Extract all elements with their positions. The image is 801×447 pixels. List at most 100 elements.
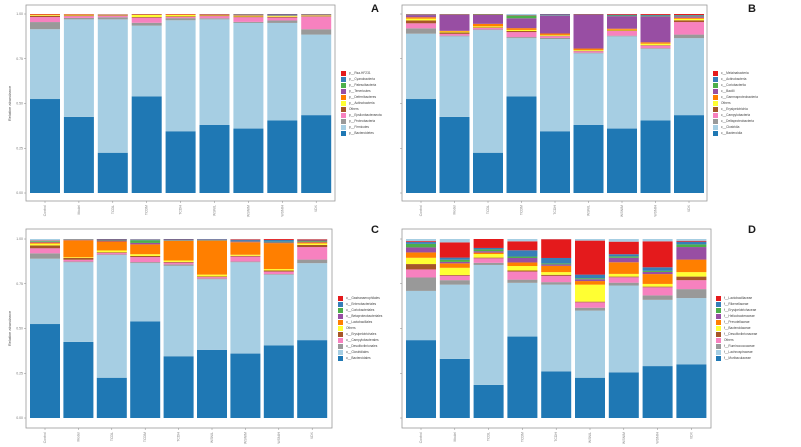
legend-swatch xyxy=(341,106,346,112)
bar-segment xyxy=(575,274,605,279)
x-tick-label: TCDH xyxy=(179,205,183,215)
bar-segment xyxy=(130,242,161,245)
bar-segment xyxy=(439,32,470,34)
legend-item: f__Helicobacteraceae xyxy=(716,313,757,319)
legend-label: o__Clostridiales xyxy=(346,350,369,354)
x-tick-label: WSNIH xyxy=(280,205,284,217)
bar-segment xyxy=(676,298,707,365)
bar-segment xyxy=(640,120,671,193)
x-tick-label: XDX xyxy=(689,431,693,439)
bar-segment xyxy=(676,364,707,418)
legend-swatch xyxy=(716,295,721,301)
bar-segment xyxy=(96,239,127,241)
legend-swatch xyxy=(716,349,721,355)
legend-swatch xyxy=(338,355,343,361)
x-tick-label: WSNIM xyxy=(243,432,247,444)
bar-segment xyxy=(297,340,328,418)
legend-label: Others xyxy=(721,101,731,105)
legend-item: f__Bacteroidaceae xyxy=(716,325,757,331)
legend-label: f__Ruminococcaceae xyxy=(724,344,755,348)
bar-segment xyxy=(507,282,538,337)
bar-segment xyxy=(301,16,332,30)
legend-label: o__Gastranaerophilales xyxy=(346,296,380,300)
legend-label: o__Enterobacteriales xyxy=(346,302,377,306)
bar-segment xyxy=(263,243,294,270)
bar-segment xyxy=(607,29,637,31)
panel-c: 0.00 0.25 0.50 0.75 1.00 Relative abundance Co… xyxy=(0,222,400,445)
bar-segment xyxy=(30,14,60,16)
bar-segment xyxy=(197,349,227,418)
legend-label: c__Melainabacteria xyxy=(721,71,749,75)
y-axis-label: Relative abundance xyxy=(7,85,12,121)
y-tick-label: 0.50 xyxy=(16,327,23,331)
bar-segment xyxy=(165,20,196,132)
legend-label: f__Rikenellaceae xyxy=(724,302,749,306)
bar-segment xyxy=(63,116,94,193)
bar-segment xyxy=(406,340,436,418)
legend-item: Others xyxy=(341,106,382,112)
legend-b: c__Melainabacteria c__Actinobacteria c__Co… xyxy=(713,70,758,136)
bar-segment xyxy=(233,21,264,23)
legend-item: p__Epsilonbacteraeota xyxy=(341,112,382,118)
bar-segment xyxy=(267,17,298,21)
y-tick-label: 0.50 xyxy=(16,102,23,106)
bar-segment xyxy=(473,29,503,31)
bar-segment xyxy=(130,321,161,418)
legend-item: Others xyxy=(716,337,757,343)
bar-segment xyxy=(163,264,194,266)
bar-segment xyxy=(297,259,328,264)
bar-segment xyxy=(674,38,704,116)
bar-segment xyxy=(473,14,503,15)
legend-item: c__Coriobacteriia xyxy=(713,82,758,88)
bar-segment xyxy=(642,299,673,367)
bar-segment xyxy=(297,240,328,242)
bar-segment xyxy=(473,257,504,259)
bar-segment xyxy=(97,17,128,20)
x-tick-label: Control xyxy=(43,205,47,217)
legend-swatch xyxy=(713,88,718,94)
bar-segment xyxy=(406,18,436,21)
x-tick-label: WSNIH xyxy=(656,432,660,444)
legend-item: o__Enterobacteriales xyxy=(338,301,382,307)
legend-label: p__Actinobacteria xyxy=(349,101,375,105)
bar-segment xyxy=(96,255,127,378)
legend-item: c__Campylobacteria xyxy=(713,112,758,118)
bar-segment xyxy=(30,248,60,254)
bar-segment xyxy=(473,23,503,27)
bar-segment xyxy=(130,244,161,255)
bar-segment xyxy=(63,257,94,260)
bar-segment xyxy=(263,239,294,240)
bar-segment xyxy=(640,42,671,44)
bar-segment xyxy=(676,280,707,290)
bar-segment xyxy=(230,239,261,241)
legend-label: f__Erysipelotrichaceae xyxy=(724,308,757,312)
bar-segment xyxy=(439,33,470,36)
bar-segment xyxy=(642,270,673,272)
bar-segment xyxy=(439,267,470,275)
legend-label: p__Epsilonbacteraeota xyxy=(349,113,382,117)
legend-item: c__Bacteroidia xyxy=(713,130,758,136)
bar-segment xyxy=(642,239,673,242)
legend-label: p__Patescibacteria xyxy=(349,83,377,87)
bar-segment xyxy=(540,15,570,34)
x-tick-label: TCDH xyxy=(554,432,558,442)
bar-segment xyxy=(439,275,470,281)
bar-segment xyxy=(406,264,436,270)
bar-segment xyxy=(608,285,639,373)
bar-segment xyxy=(640,15,671,17)
bar-segment xyxy=(131,17,162,23)
bar-segment xyxy=(473,14,503,24)
bar-segment xyxy=(439,358,470,418)
legend-swatch xyxy=(341,82,346,88)
bar-segment xyxy=(130,254,161,257)
bar-segment xyxy=(199,15,230,17)
bar-segment xyxy=(473,249,504,252)
bar-segment xyxy=(439,257,470,260)
bar-segment xyxy=(301,15,332,17)
bar-segment xyxy=(406,33,436,100)
legend-item: p__Actinobacteria xyxy=(341,100,382,106)
bar-segment xyxy=(506,15,537,19)
bar-segment xyxy=(608,277,639,283)
bar-segment xyxy=(297,239,328,241)
bar-segment xyxy=(506,96,537,193)
